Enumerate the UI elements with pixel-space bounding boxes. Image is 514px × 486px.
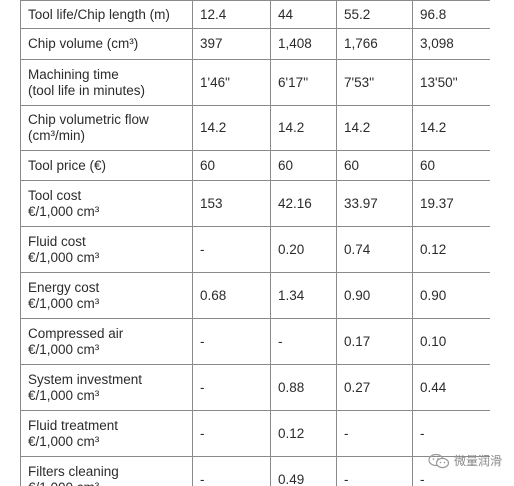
- row-label: Energy cost €/1,000 cm³: [20, 272, 193, 319]
- table-cell: 33.97: [336, 180, 413, 227]
- table-cell: 14.2: [270, 105, 337, 151]
- table-cell: 0.88: [270, 364, 337, 411]
- table-cell: 42.16: [270, 180, 337, 227]
- table-cell: 0.68: [192, 272, 271, 319]
- row-label-line: Filters cleaning: [28, 463, 119, 479]
- table-cell: -: [192, 410, 271, 457]
- row-label-line: Energy cost: [28, 279, 100, 295]
- table-cell: 0.90: [336, 272, 413, 319]
- table-cell: -: [336, 456, 413, 486]
- table-cell: -: [192, 318, 271, 365]
- table-row: Fluid cost €/1,000 cm³ -0.20 0.74 0.12: [20, 226, 490, 273]
- table-cell: -: [192, 456, 271, 486]
- row-label-line: Fluid treatment: [28, 417, 119, 433]
- row-label-line: €/1,000 cm³: [28, 433, 100, 449]
- table-cell: 1.34: [270, 272, 337, 319]
- table-cell: 60: [270, 150, 337, 181]
- table-cell: 60: [192, 150, 271, 181]
- row-label: Chip volumetric flow (cm³/min): [20, 105, 193, 151]
- row-label-line: €/1,000 cm³: [28, 249, 100, 265]
- row-label-line: Fluid cost: [28, 233, 86, 249]
- table-cell: 0.17: [336, 318, 413, 365]
- row-label: Tool cost €/1,000 cm³: [20, 180, 193, 227]
- row-label-line: Tool price (€): [28, 157, 107, 173]
- table-row: Machining time (tool life in minutes) 1'46…: [20, 59, 490, 106]
- table-cell: 153: [192, 180, 271, 227]
- row-label: Tool price (€): [20, 150, 193, 181]
- table-cell: 1,408: [270, 28, 337, 60]
- table-cell: 0.27: [336, 364, 413, 411]
- table-cell: -: [192, 364, 271, 411]
- row-label: Filters cleaning€/1,000 cm³: [20, 456, 193, 486]
- row-label-line: Machining time: [28, 66, 119, 82]
- table-cell: 6'17'': [270, 59, 337, 106]
- row-label-line: €/1,000 cm³: [28, 203, 100, 219]
- table-row: Filters cleaning€/1,000 cm³-0.49--: [20, 456, 490, 486]
- table-cell: 55.2: [336, 0, 413, 29]
- table-cell: 0.12: [412, 226, 490, 273]
- table-cell: 44: [270, 0, 337, 29]
- table-cell: 0.90: [412, 272, 490, 319]
- table-cell: -: [412, 410, 490, 457]
- row-label: Fluid treatment €/1,000 cm³: [20, 410, 193, 457]
- table-row: Tool life/Chip length (m) 12.4 44 55.2 96.8: [20, 0, 490, 29]
- row-label: Tool life/Chip length (m): [20, 0, 193, 29]
- table-cell: 19.37: [412, 180, 490, 227]
- table-cell: 0.49: [270, 456, 337, 486]
- row-label-line: Tool cost: [28, 187, 82, 203]
- table-cell: 0.44: [412, 364, 490, 411]
- table-cell: 13'50'': [412, 59, 490, 106]
- row-label-line: €/1,000 cm³: [28, 295, 100, 311]
- table-cell: 12.4: [192, 0, 271, 29]
- table-cell: 3,098: [412, 28, 490, 60]
- table-cell: -: [192, 226, 271, 273]
- table-cell: -: [412, 456, 490, 486]
- row-label-line: (cm³/min): [28, 128, 85, 143]
- table-cell: 14.2: [336, 105, 413, 151]
- table-cell: 1'46": [192, 59, 271, 106]
- cost-comparison-table: Tool life/Chip length (m) 12.4 44 55.2 96.8 C…: [20, 0, 490, 486]
- table-cell: 397: [192, 28, 271, 60]
- table-cell: 0.12: [270, 410, 337, 457]
- table-cell: 60: [412, 150, 490, 181]
- table-cell: -: [336, 410, 413, 457]
- row-label: Chip volume (cm³): [20, 28, 193, 60]
- row-label-line: €/1,000 cm³: [28, 480, 185, 486]
- row-label: Compressed air €/1,000 cm³: [20, 318, 193, 365]
- table-cell: 14.2: [192, 105, 271, 151]
- table-cell: 0.74: [336, 226, 413, 273]
- table-cell: 60: [336, 150, 413, 181]
- table-row: Tool price (€) 60 60 60 60: [20, 150, 490, 181]
- table-row: Fluid treatment €/1,000 cm³ -0.12- -: [20, 410, 490, 457]
- row-label: Machining time (tool life in minutes): [20, 59, 193, 106]
- table-body: Tool life/Chip length (m) 12.4 44 55.2 96.8 C…: [20, 0, 490, 486]
- wechat-icon: [428, 453, 450, 468]
- row-label-line: Chip volume (cm³): [28, 36, 139, 51]
- row-label-line: Chip volumetric flow: [28, 112, 149, 127]
- table-cell: 96.8: [412, 0, 490, 29]
- table-cell: 0.20: [270, 226, 337, 273]
- row-label: Fluid cost €/1,000 cm³: [20, 226, 193, 273]
- table-cell: 1,766: [336, 28, 413, 60]
- table-cell: 7'53'': [336, 59, 413, 106]
- table-cell: -: [270, 318, 337, 365]
- table-cell: 0.10: [412, 318, 490, 365]
- table-row: System investment €/1,000 cm³ -0.88 0.27 0.4…: [20, 364, 490, 411]
- row-label-line: Compressed air: [28, 325, 124, 341]
- row-label-line: €/1,000 cm³: [28, 387, 100, 403]
- watermark-text: 微量润滑: [453, 454, 502, 468]
- data-table-container: Tool life/Chip length (m) 12.4 44 55.2 96.8 C…: [20, 0, 490, 486]
- row-label-line: Tool life/Chip length (m): [28, 6, 170, 22]
- row-label: System investment €/1,000 cm³: [20, 364, 193, 411]
- table-row: Compressed air €/1,000 cm³ - -0.17 0.10: [20, 318, 490, 365]
- table-row: Energy cost €/1,000 cm³ 0.68 1.34 0.90 0.90: [20, 272, 490, 319]
- table-row: Chip volume (cm³) 397 1,408 1,766 3,098: [20, 28, 490, 60]
- row-label-line: €/1,000 cm³: [28, 341, 100, 357]
- watermark: 微量润滑: [428, 452, 502, 469]
- table-cell: 14.2: [412, 105, 490, 151]
- row-label-line: System investment: [28, 371, 143, 387]
- table-row: Tool cost €/1,000 cm³ 153 42.16 33.97 19.37: [20, 180, 490, 227]
- row-label-line: (tool life in minutes): [28, 82, 146, 98]
- table-row: Chip volumetric flow (cm³/min) 14.2 14.2 14.…: [20, 105, 490, 151]
